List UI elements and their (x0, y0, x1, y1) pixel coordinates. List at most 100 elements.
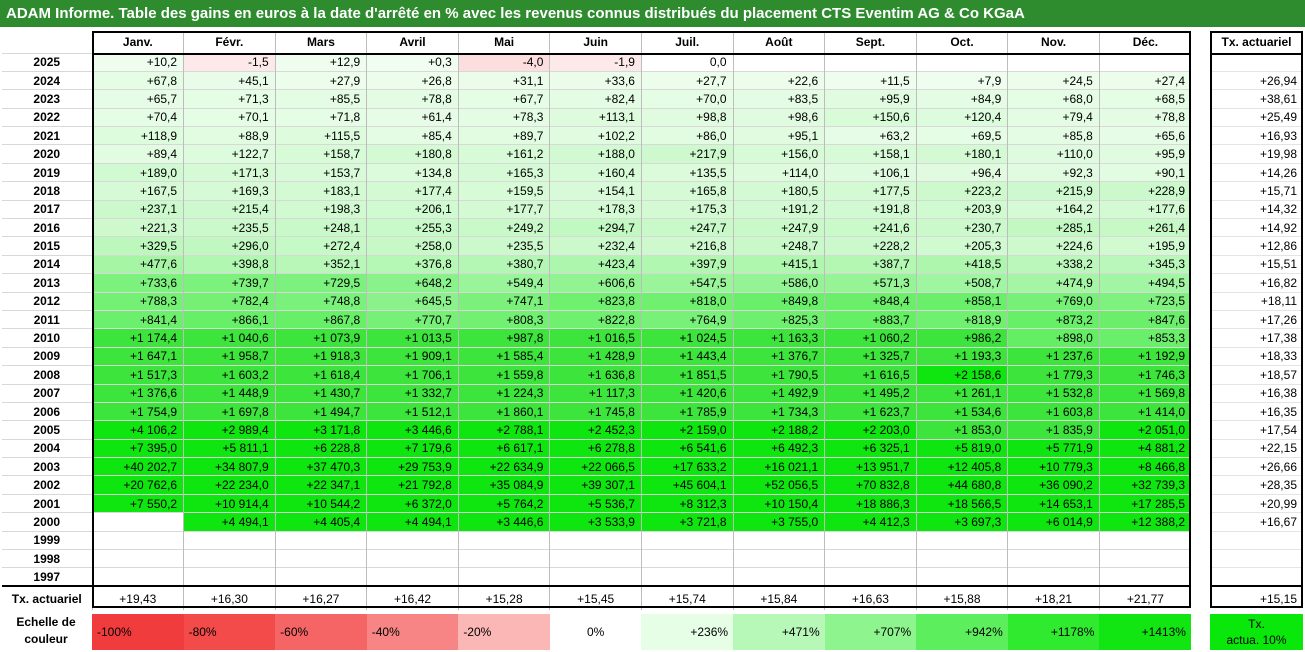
annual-rate-cell: +18,33 (1210, 346, 1303, 366)
gain-cell: +156,0 (732, 144, 825, 164)
gain-cell: +68,5 (1098, 89, 1191, 109)
gain-cell: +571,3 (824, 273, 917, 293)
footer-label: Tx. actuariel (2, 585, 92, 611)
gain-cell: +1 117,3 (549, 383, 642, 403)
gain-cell: +177,6 (1098, 199, 1191, 219)
gain-cell: -4,0 (457, 52, 550, 72)
gain-cell: +848,4 (824, 291, 917, 311)
gain-cell: +1 623,7 (824, 401, 917, 421)
gain-cell: +418,5 (915, 254, 1008, 274)
gain-cell: +1 193,3 (915, 346, 1008, 366)
gain-cell: +98,8 (640, 107, 734, 127)
gain-cell: +177,7 (457, 199, 550, 219)
gain-cell: +1 376,6 (91, 383, 184, 403)
gain-cell: +178,3 (549, 199, 642, 219)
gain-cell: +1 697,8 (183, 401, 276, 421)
gain-cell (1007, 567, 1100, 587)
gain-cell: +2 452,3 (549, 420, 642, 440)
annual-rate-cell: +14,32 (1210, 199, 1303, 219)
gain-cell: +1 428,9 (549, 346, 642, 366)
table-row: 2005 +4 106,2 +2 989,4 +3 171,8 +3 446,6 +2 7… (2, 420, 1191, 440)
gain-cell: +1 603,2 (183, 365, 276, 385)
gain-cell: +782,4 (183, 291, 276, 311)
gain-cell: +1 746,3 (1098, 365, 1191, 385)
footer-rate-cell: +16,42 (366, 585, 459, 611)
color-scale-swatch: -20% (458, 614, 550, 650)
gain-cell (732, 530, 825, 550)
footer-rate-cell: +15,45 (549, 585, 642, 611)
gain-cell: +494,5 (1098, 273, 1191, 293)
color-scale-swatch: -80% (183, 614, 276, 650)
gain-cell: +747,1 (457, 291, 550, 311)
gain-cell: +1 192,9 (1098, 346, 1191, 366)
gain-cell (274, 549, 367, 568)
footer-rate-cell: +15,74 (640, 585, 734, 611)
month-header-row: Janv. Févr. Mars Avril Mai Juin Juil. Août Sept.… (2, 31, 1191, 53)
gain-cell: +247,7 (640, 218, 734, 237)
table-row: 2009 +1 647,1 +1 958,7 +1 918,3 +1 909,1 +1 5… (2, 346, 1191, 366)
gain-cell: +1 237,6 (1007, 346, 1100, 366)
annual-rate-cell: +38,61 (1210, 89, 1303, 109)
gain-cell: +508,7 (915, 273, 1008, 293)
gain-cell: +1 430,7 (274, 383, 367, 403)
annual-rate-header: Tx. actuariel (1221, 34, 1292, 49)
gain-cell: +89,4 (91, 144, 184, 164)
table-row: 2007 +1 376,6 +1 448,9 +1 430,7 +1 332,7 +1 2… (2, 383, 1191, 403)
gain-cell (824, 52, 917, 72)
gain-cell: +352,1 (274, 254, 367, 274)
table-row: 2004 +7 395,0 +5 811,1 +6 228,8 +7 179,6 +6 6… (2, 438, 1191, 458)
table-row: 2010 +1 174,4 +1 040,6 +1 073,9 +1 013,5 +987… (2, 328, 1191, 348)
gain-cell: +345,3 (1098, 254, 1191, 274)
gain-cell: +1 376,7 (732, 346, 825, 366)
gain-cell: +1 174,4 (91, 328, 184, 348)
gain-cell: +230,7 (915, 218, 1008, 237)
gain-cell: +83,5 (732, 89, 825, 109)
gain-cell: +158,1 (824, 144, 917, 164)
gain-cell: +167,5 (91, 181, 184, 201)
gain-cell: +96,4 (915, 162, 1008, 182)
year-label: 2019 (2, 162, 92, 182)
table-row: 1997 (2, 567, 1191, 587)
table-row: 2016 +221,3 +235,5 +248,1 +255,3 +249,2 +294,7… (2, 218, 1191, 237)
gain-cell: +6 541,6 (640, 438, 734, 458)
annual-rate-cell: +16,82 (1210, 273, 1303, 293)
gain-cell (824, 530, 917, 550)
year-label: 2014 (2, 254, 92, 274)
gain-cell: +78,8 (1098, 107, 1191, 127)
gain-cell: +34 807,9 (183, 457, 276, 476)
gain-cell (91, 512, 184, 532)
gain-cell: +1 414,0 (1098, 401, 1191, 421)
gain-cell: +729,5 (274, 273, 367, 293)
gain-cell (457, 549, 550, 568)
gain-cell: +1 860,1 (457, 401, 550, 421)
gain-cell: +44 680,8 (915, 475, 1008, 495)
gain-cell: +95,9 (1098, 144, 1191, 164)
gain-cell: +70,0 (640, 89, 734, 109)
gain-cell: +22 347,1 (274, 475, 367, 495)
gain-cell: +165,8 (640, 181, 734, 201)
gain-cell: +160,4 (549, 162, 642, 182)
gain-cell: -1,9 (549, 52, 642, 72)
color-scale-swatch: 0% (549, 614, 642, 650)
table-row: 2020 +89,4 +122,7 +158,7 +180,8 +161,2 +188,0 +… (2, 144, 1191, 164)
gain-cell (457, 530, 550, 550)
year-label: 2024 (2, 70, 92, 90)
gain-cell: +165,3 (457, 162, 550, 182)
gain-cell: +788,3 (91, 291, 184, 311)
table-row: 2018 +167,5 +169,3 +183,1 +177,4 +159,5 +154,1… (2, 181, 1191, 201)
month-header-9: Sept. (824, 31, 917, 53)
table-row: 1999 (2, 530, 1191, 550)
gain-cell: +27,9 (274, 70, 367, 90)
gain-cell: +822,8 (549, 309, 642, 329)
gain-cell (549, 549, 642, 568)
gain-cell: +1 517,3 (91, 365, 184, 385)
gain-cell: +818,0 (640, 291, 734, 311)
gain-cell: +65,7 (91, 89, 184, 109)
year-label: 1998 (2, 549, 92, 568)
gain-cell: +11,5 (824, 70, 917, 90)
gain-cell: +866,1 (183, 309, 276, 329)
gain-cell: +6 617,1 (457, 438, 550, 458)
gain-cell: +6 278,8 (549, 438, 642, 458)
gain-cell: +180,1 (915, 144, 1008, 164)
gain-cell: +1 647,1 (91, 346, 184, 366)
